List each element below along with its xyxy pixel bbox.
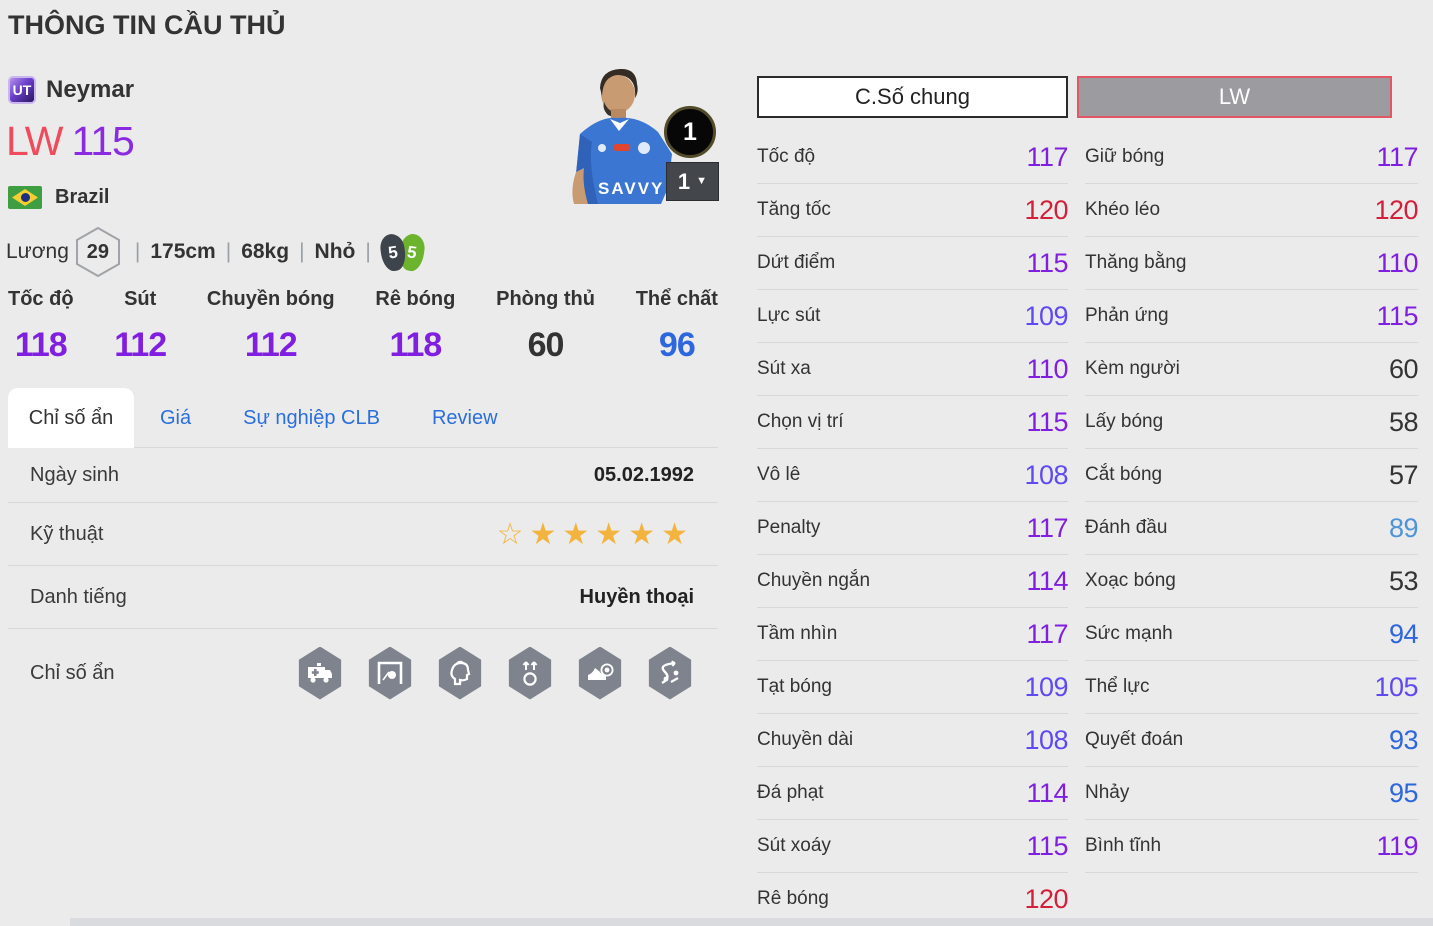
position-stat-rows: Giữ bóng 117 Khéo léo 120 Thăng bằng 110…: [1077, 131, 1419, 873]
stat-row: Tạt bóng 109: [757, 661, 1068, 714]
stat-row: Tăng tốc 120: [757, 184, 1068, 237]
reputation-value: Huyền thoại: [579, 585, 694, 608]
reputation-label: Danh tiếng: [30, 585, 127, 608]
tab-club-career[interactable]: Sự nghiệp CLB: [243, 406, 380, 429]
skill-moves-row: Kỹ thuật ☆★★★★★: [8, 503, 718, 566]
salary-hexagon: 29: [75, 227, 121, 277]
ball-jump-icon: [508, 646, 552, 700]
bottom-section-divider: [70, 918, 1433, 926]
tab-review[interactable]: Review: [431, 406, 498, 429]
chevron-down-icon: ▼: [696, 175, 708, 187]
nation-name: Brazil: [55, 186, 110, 208]
player-portrait-illustration: SAVVY: [572, 68, 672, 204]
birthdate-row: Ngày sinh 05.02.1992: [8, 448, 718, 503]
body-type-value: Nhỏ: [314, 240, 356, 263]
main-stat: Rê bóng 118: [375, 288, 456, 364]
stat-row: Penalty 117: [757, 502, 1068, 555]
stat-row: Giữ bóng 117: [1085, 131, 1418, 184]
salary-label: Lương: [6, 240, 69, 263]
nation-row: Brazil: [8, 186, 109, 209]
stat-row: Phản ứng 115: [1085, 290, 1418, 343]
main-stat: Phòng thủ 60: [496, 288, 595, 364]
tab-bar: Chỉ số ẩn Giá Sự nghiệp CLB Review: [8, 388, 524, 448]
stat-row: Vô lê 108: [757, 449, 1068, 502]
stat-row: Đá phạt 114: [757, 767, 1068, 820]
hidden-trait-icons: [296, 646, 694, 700]
stat-row: Quyết đoán 93: [1085, 714, 1419, 767]
stat-row: Kèm người 60: [1085, 343, 1419, 396]
stat-row: Lực sút 109: [757, 290, 1068, 343]
player-name: Neymar: [46, 76, 135, 103]
ambulance-icon: [298, 646, 342, 700]
stat-row: Nhảy 95: [1085, 767, 1419, 820]
main-stat: Chuyền bóng 112: [206, 288, 335, 364]
svg-text:SAVVY: SAVVY: [598, 179, 664, 198]
card-level-dropdown[interactable]: 1 ▼: [666, 162, 719, 201]
tab-price[interactable]: Giá: [160, 406, 192, 429]
dribble-path-icon: [648, 646, 692, 700]
birthdate-label: Ngày sinh: [30, 463, 119, 486]
stat-row: Dứt điểm 115: [757, 237, 1068, 290]
stat-row: Sức mạnh 94: [1085, 608, 1419, 661]
stat-row: Sút xa 110: [757, 343, 1068, 396]
general-stat-rows: Tốc độ 117 Tăng tốc 120 Dứt điểm 115 Lực…: [757, 131, 1068, 926]
general-stats-column: C.Số chung Tốc độ 117 Tăng tốc 120 Dứt đ…: [757, 76, 1068, 926]
main-stat: Sút 112: [114, 288, 167, 364]
stat-row: Thể lực 105: [1085, 661, 1418, 714]
foot-ratings: 5 5: [378, 232, 427, 272]
goal-net-ball-icon: [368, 646, 412, 700]
salary-value: 29: [86, 240, 109, 263]
height-value: 175cm: [150, 240, 216, 263]
info-rows: Ngày sinh 05.02.1992 Kỹ thuật ☆★★★★★ Dan…: [8, 447, 718, 717]
skill-stars: ☆★★★★★: [496, 517, 694, 551]
stat-row: Xoạc bóng 53: [1085, 555, 1419, 608]
stat-row: Đánh đầu 89: [1085, 502, 1419, 555]
brazil-flag-icon: [8, 186, 42, 209]
page-title: THÔNG TIN CẦU THỦ: [8, 10, 286, 40]
hidden-traits-row: Chỉ số ẩn: [8, 629, 718, 717]
position-stats-header-button[interactable]: LW: [1077, 76, 1392, 118]
skill-moves-label: Kỹ thuật: [30, 522, 104, 545]
position-rating: LW 115: [6, 118, 135, 165]
reputation-row: Danh tiếng Huyền thoại: [8, 566, 718, 629]
stat-row: Khéo léo 120: [1085, 184, 1418, 237]
stat-row: Lấy bóng 58: [1085, 396, 1419, 449]
main-stat: Thể chất 96: [635, 288, 718, 364]
stat-row: Sút xoáy 115: [757, 820, 1068, 873]
stat-row: Chọn vị trí 115: [757, 396, 1068, 449]
weight-value: 68kg: [241, 240, 290, 263]
birthdate-value: 05.02.1992: [593, 463, 694, 486]
stat-row: Tầm nhìn 117: [757, 608, 1068, 661]
hidden-traits-label: Chỉ số ẩn: [30, 661, 115, 684]
card-class-badge: UT: [8, 76, 36, 104]
salary-physique-row: Lương 29 | 175cm | 68kg | Nhỏ | 5 5: [6, 224, 427, 280]
stat-row: Tốc độ 117: [757, 131, 1068, 184]
general-stats-header-button[interactable]: C.Số chung: [757, 76, 1068, 118]
main-stat: Tốc độ 118: [8, 288, 74, 364]
position-label: LW: [6, 118, 63, 164]
head-profile-icon: [438, 646, 482, 700]
stat-row: Chuyền ngắn 114: [757, 555, 1068, 608]
stat-row: Cắt bóng 57: [1085, 449, 1419, 502]
stat-row: Bình tĩnh 119: [1085, 820, 1418, 873]
stat-row: Thăng bằng 110: [1085, 237, 1418, 290]
position-stats-column: LW Giữ bóng 117 Khéo léo 120 Thăng bằng …: [1077, 76, 1419, 873]
tab-hidden-stats[interactable]: Chỉ số ẩn: [8, 388, 134, 448]
physique-items: | 175cm | 68kg | Nhỏ |: [134, 240, 371, 263]
card-level-value: 1: [677, 168, 691, 194]
player-photo: SAVVY: [540, 64, 710, 204]
player-name-row: UT Neymar: [8, 76, 134, 104]
main-stats-row: Tốc độ 118 Sút 112 Chuyền bóng 112 Rê bó…: [8, 288, 718, 365]
stat-row: Chuyền dài 108: [757, 714, 1068, 767]
owned-count-badge: 1: [664, 106, 716, 158]
overall-rating: 115: [71, 118, 134, 164]
boot-target-icon: [578, 646, 622, 700]
hexagon-outline-icon: [75, 227, 120, 277]
